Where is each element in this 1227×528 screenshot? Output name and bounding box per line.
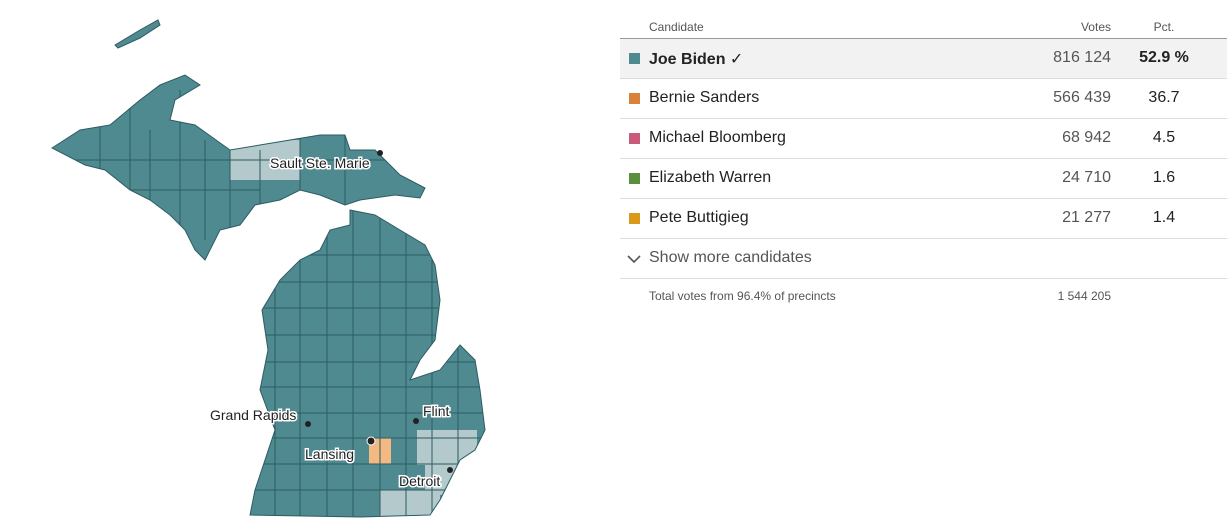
- results-table: Candidate Votes Pct. Joe Biden ✓ 816 124 5…: [620, 0, 1227, 313]
- percent: 36.7: [1148, 89, 1180, 106]
- candidate-name: Michael Bloomberg: [649, 129, 786, 146]
- color-swatch: [629, 213, 640, 224]
- color-swatch: [629, 133, 640, 144]
- michigan-shape: [51, 19, 486, 518]
- votes: 566 439: [1053, 89, 1111, 106]
- candidate-name: Pete Buttigieg: [649, 209, 749, 226]
- header-votes: Votes: [1080, 20, 1111, 34]
- show-more-text[interactable]: Show more candidates: [649, 249, 812, 266]
- table-header: Candidate Votes Pct.: [620, 0, 1227, 39]
- percent: 1.4: [1152, 209, 1176, 226]
- votes: 24 710: [1062, 169, 1111, 186]
- header-pct: Pct.: [1153, 20, 1175, 34]
- city-label: Sault Ste. Marie: [270, 155, 370, 171]
- color-swatch: [629, 173, 640, 184]
- color-swatch: [629, 53, 640, 64]
- color-swatch: [629, 93, 640, 104]
- header-candidate: Candidate: [649, 20, 704, 34]
- city-label: Grand Rapids: [210, 407, 296, 423]
- percent: 1.6: [1152, 169, 1176, 186]
- candidate-name: Elizabeth Warren: [649, 169, 772, 186]
- city-label: Detroit: [399, 473, 440, 489]
- show-more[interactable]: Show more candidates: [620, 239, 1227, 279]
- candidate-row: Elizabeth Warren 24 710 1.6: [620, 159, 1227, 199]
- votes: 68 942: [1062, 129, 1111, 146]
- map: Sault Ste. Marie Grand Rapids Flint Lans…: [51, 19, 486, 518]
- city-label: Lansing: [305, 446, 354, 462]
- candidate-name: Bernie Sanders: [649, 89, 760, 106]
- percent: 4.5: [1152, 129, 1176, 146]
- city-label: Flint: [423, 403, 450, 419]
- candidate-row: Joe Biden ✓ 816 124 52.9 %: [620, 39, 1227, 79]
- total-votes: 1 544 205: [1057, 289, 1111, 303]
- candidate-name: Joe Biden ✓: [649, 51, 744, 68]
- candidate-row: Bernie Sanders 566 439 36.7: [620, 79, 1227, 119]
- candidate-row: Michael Bloomberg 68 942 4.5: [620, 119, 1227, 159]
- candidate-row: Pete Buttigieg 21 277 1.4: [620, 199, 1227, 239]
- city-markers: [305, 150, 453, 473]
- votes: 21 277: [1062, 209, 1111, 226]
- percent: 52.9 %: [1139, 49, 1189, 66]
- chevron: [627, 255, 641, 264]
- total-row: Total votes from 96.4% of precincts 1 54…: [620, 279, 1227, 313]
- total-label: Total votes from 96.4% of precincts: [649, 289, 836, 303]
- rows: Joe Biden ✓ 816 124 52.9 % Bernie Sanders 56…: [620, 39, 1227, 239]
- votes: 816 124: [1053, 49, 1111, 66]
